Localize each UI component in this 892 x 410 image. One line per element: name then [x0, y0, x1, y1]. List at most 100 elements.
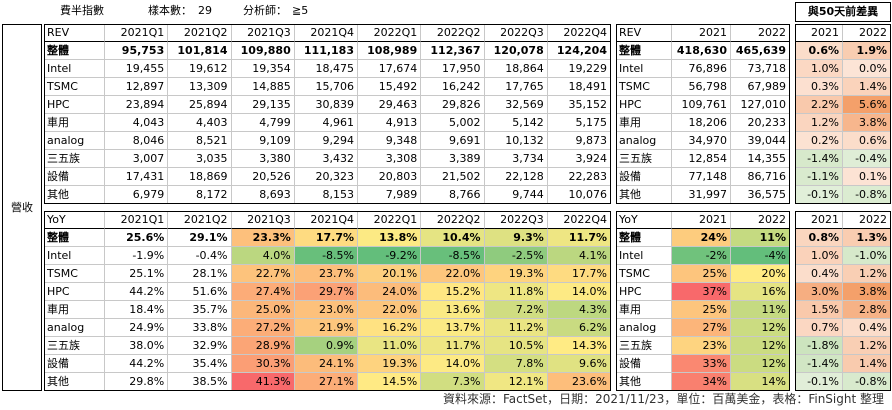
cell: 30,839 — [294, 96, 358, 114]
cell: 30.3% — [231, 355, 295, 373]
cell: 0.4% — [843, 319, 891, 337]
cell: 3,924 — [547, 150, 611, 168]
cell: 1.0% — [795, 247, 843, 265]
row-label: Intel — [616, 247, 672, 265]
cell: 39,044 — [731, 132, 790, 150]
cell: 35.7% — [168, 301, 232, 319]
row-label: 設備 — [616, 355, 672, 373]
column-header: 2021Q1 — [105, 211, 169, 229]
row-label: 車用 — [616, 114, 672, 132]
cell: 127,010 — [731, 96, 790, 114]
cell: 13.8% — [358, 229, 422, 247]
cell: 35.4% — [168, 355, 232, 373]
cell: -1.9% — [105, 247, 169, 265]
row-label: 其他 — [44, 373, 105, 391]
cell: 3,007 — [105, 150, 169, 168]
cell: 7.8% — [484, 355, 548, 373]
title: 費半指數 — [60, 4, 104, 17]
cell: 86,716 — [731, 168, 790, 186]
row-label: HPC — [44, 96, 105, 114]
cell: 21,502 — [421, 168, 485, 186]
column-header: 2022 — [843, 24, 891, 42]
cell: -0.4% — [168, 247, 232, 265]
cell: 14.5% — [358, 373, 422, 391]
cell: 3,035 — [168, 150, 232, 168]
analyst-label: 分析師： — [243, 4, 287, 17]
cell: 0.7% — [795, 319, 843, 337]
column-header: 2022Q1 — [358, 211, 422, 229]
cell: -8.5% — [294, 247, 358, 265]
cell: 4.3% — [547, 301, 611, 319]
cell: 20,233 — [731, 114, 790, 132]
row-label: Intel — [44, 247, 105, 265]
cell: 8,693 — [231, 186, 295, 204]
cell: 29.8% — [105, 373, 169, 391]
row-label: TSMC — [616, 265, 672, 283]
cell: 33% — [672, 355, 731, 373]
cell: 3.8% — [843, 114, 891, 132]
sample-label: 樣本數： — [148, 4, 192, 17]
cell: 17,765 — [484, 78, 548, 96]
cell: 24.0% — [358, 283, 422, 301]
cell: 22,283 — [547, 168, 611, 186]
column-header: 2022Q4 — [547, 24, 611, 42]
column-header: 2021 — [795, 211, 843, 229]
cell: 0.2% — [795, 132, 843, 150]
cell: 0.3% — [795, 78, 843, 96]
column-header: 2022 — [731, 24, 790, 42]
cell: 20% — [731, 265, 790, 283]
cell: 17,431 — [105, 168, 169, 186]
cell: 3,734 — [484, 150, 548, 168]
cell: 23% — [672, 337, 731, 355]
cell: -1.4% — [795, 355, 843, 373]
cell: 10,132 — [484, 132, 548, 150]
cell: 9,109 — [231, 132, 295, 150]
cell: 25% — [672, 265, 731, 283]
column-header: 2022Q2 — [421, 24, 485, 42]
row-label: 車用 — [44, 301, 105, 319]
cell: 27.2% — [231, 319, 295, 337]
cell: 19,455 — [105, 60, 169, 78]
cell: 25,894 — [168, 96, 232, 114]
cell: 9,294 — [294, 132, 358, 150]
cell: 38.5% — [168, 373, 232, 391]
cell: 56,798 — [672, 78, 731, 96]
cell: 20,526 — [231, 168, 295, 186]
column-header: YoY — [44, 211, 105, 229]
cell: 20,323 — [294, 168, 358, 186]
cell: 19.3% — [358, 355, 422, 373]
cell: 22.0% — [421, 265, 485, 283]
cell: 8,046 — [105, 132, 169, 150]
cell: 11.0% — [358, 337, 422, 355]
cell: 12% — [731, 319, 790, 337]
cell: 3,380 — [231, 150, 295, 168]
cell: 6,979 — [105, 186, 169, 204]
cell: -1.1% — [795, 168, 843, 186]
row-label: Intel — [616, 60, 672, 78]
cell: 95,753 — [105, 42, 169, 60]
cell: 27% — [672, 319, 731, 337]
cell: 17,674 — [358, 60, 422, 78]
cell: 0.6% — [795, 42, 843, 60]
cell: 37% — [672, 283, 731, 301]
row-label: 車用 — [44, 114, 105, 132]
cell: 18,869 — [168, 168, 232, 186]
cell: 23.3% — [231, 229, 295, 247]
cell: 18,475 — [294, 60, 358, 78]
cell: 19,354 — [231, 60, 295, 78]
cell: 76,896 — [672, 60, 731, 78]
cell: 2.8% — [843, 301, 891, 319]
cell: 25.6% — [105, 229, 169, 247]
cell: -0.1% — [795, 373, 843, 391]
column-header: 2022 — [843, 211, 891, 229]
cell: 25.0% — [231, 301, 295, 319]
cell: 8,766 — [421, 186, 485, 204]
cell: 22.7% — [231, 265, 295, 283]
cell: 7.3% — [421, 373, 485, 391]
cell: -8.5% — [421, 247, 485, 265]
cell: 14.3% — [547, 337, 611, 355]
cell: 3,432 — [294, 150, 358, 168]
analyst: ≧5 — [292, 4, 309, 17]
cell: 12% — [731, 355, 790, 373]
row-label: 其他 — [44, 186, 105, 204]
